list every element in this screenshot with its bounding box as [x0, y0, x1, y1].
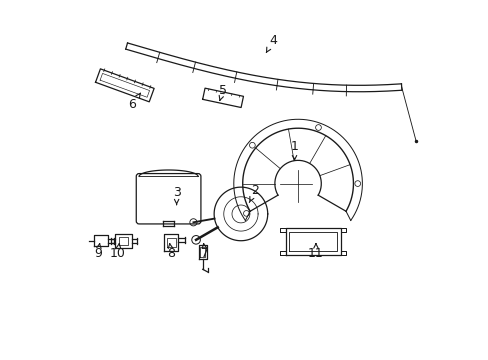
Text: 9: 9 — [94, 243, 102, 260]
Text: 1: 1 — [290, 140, 298, 160]
Text: 2: 2 — [249, 184, 259, 202]
Text: 7: 7 — [201, 243, 209, 260]
Text: 8: 8 — [167, 243, 175, 260]
Text: 11: 11 — [307, 243, 323, 260]
Text: 5: 5 — [219, 84, 226, 100]
Text: 10: 10 — [109, 243, 125, 260]
Text: 3: 3 — [172, 186, 180, 204]
Text: 4: 4 — [266, 34, 276, 53]
Text: 6: 6 — [128, 93, 140, 112]
